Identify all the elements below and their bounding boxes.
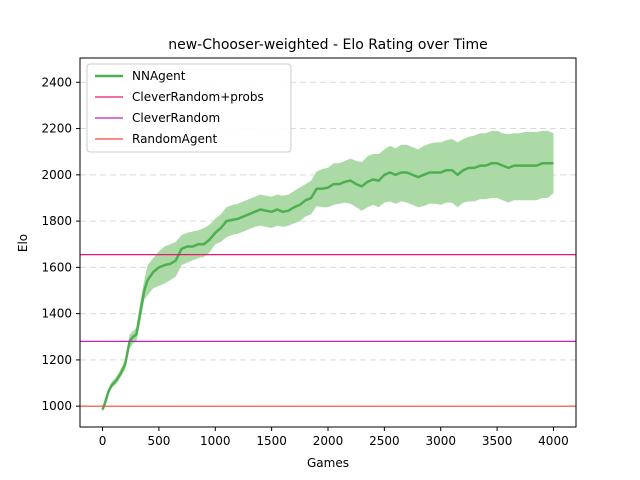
legend-frame bbox=[86, 63, 292, 153]
chart-title: new-Chooser-weighted - Elo Rating over T… bbox=[168, 37, 488, 53]
x-tick-label-7: 3500 bbox=[482, 434, 513, 448]
y-tick-label-1: 1200 bbox=[41, 353, 72, 367]
legend: NNAgent CleverRandom+probs CleverRandom Ran… bbox=[86, 63, 292, 153]
y-tick-label-5: 2000 bbox=[41, 168, 72, 182]
x-ticks: 0 500 1000 1500 2000 2500 3000 3500 4000 bbox=[99, 427, 569, 448]
y-tick-label-0: 1000 bbox=[41, 399, 72, 413]
legend-label-1: CleverRandom+probs bbox=[132, 90, 264, 104]
x-tick-label-1: 500 bbox=[147, 434, 170, 448]
legend-label-2: CleverRandom bbox=[132, 111, 220, 125]
x-tick-label-4: 2000 bbox=[313, 434, 344, 448]
legend-label-3: RandomAgent bbox=[132, 132, 217, 146]
y-ticks: 1000 1200 1400 1600 1800 2000 2200 2400 bbox=[41, 75, 80, 413]
x-tick-label-8: 4000 bbox=[538, 434, 569, 448]
x-tick-label-5: 2500 bbox=[369, 434, 400, 448]
legend-label-0: NNAgent bbox=[132, 69, 186, 83]
x-tick-label-2: 1000 bbox=[200, 434, 231, 448]
x-tick-label-3: 1500 bbox=[256, 434, 287, 448]
nnagent-confidence-band bbox=[102, 130, 554, 412]
y-tick-label-6: 2200 bbox=[41, 122, 72, 136]
nnagent-line bbox=[101, 162, 554, 411]
y-axis-label: Elo bbox=[16, 234, 30, 252]
y-tick-label-7: 2400 bbox=[41, 75, 72, 89]
y-tick-label-2: 1400 bbox=[41, 307, 72, 321]
y-tick-label-3: 1600 bbox=[41, 260, 72, 274]
x-tick-label-0: 0 bbox=[99, 434, 107, 448]
x-axis-label: Games bbox=[307, 456, 349, 470]
y-tick-label-4: 1800 bbox=[41, 214, 72, 228]
plot-area bbox=[80, 130, 576, 412]
x-tick-label-6: 3000 bbox=[425, 434, 456, 448]
